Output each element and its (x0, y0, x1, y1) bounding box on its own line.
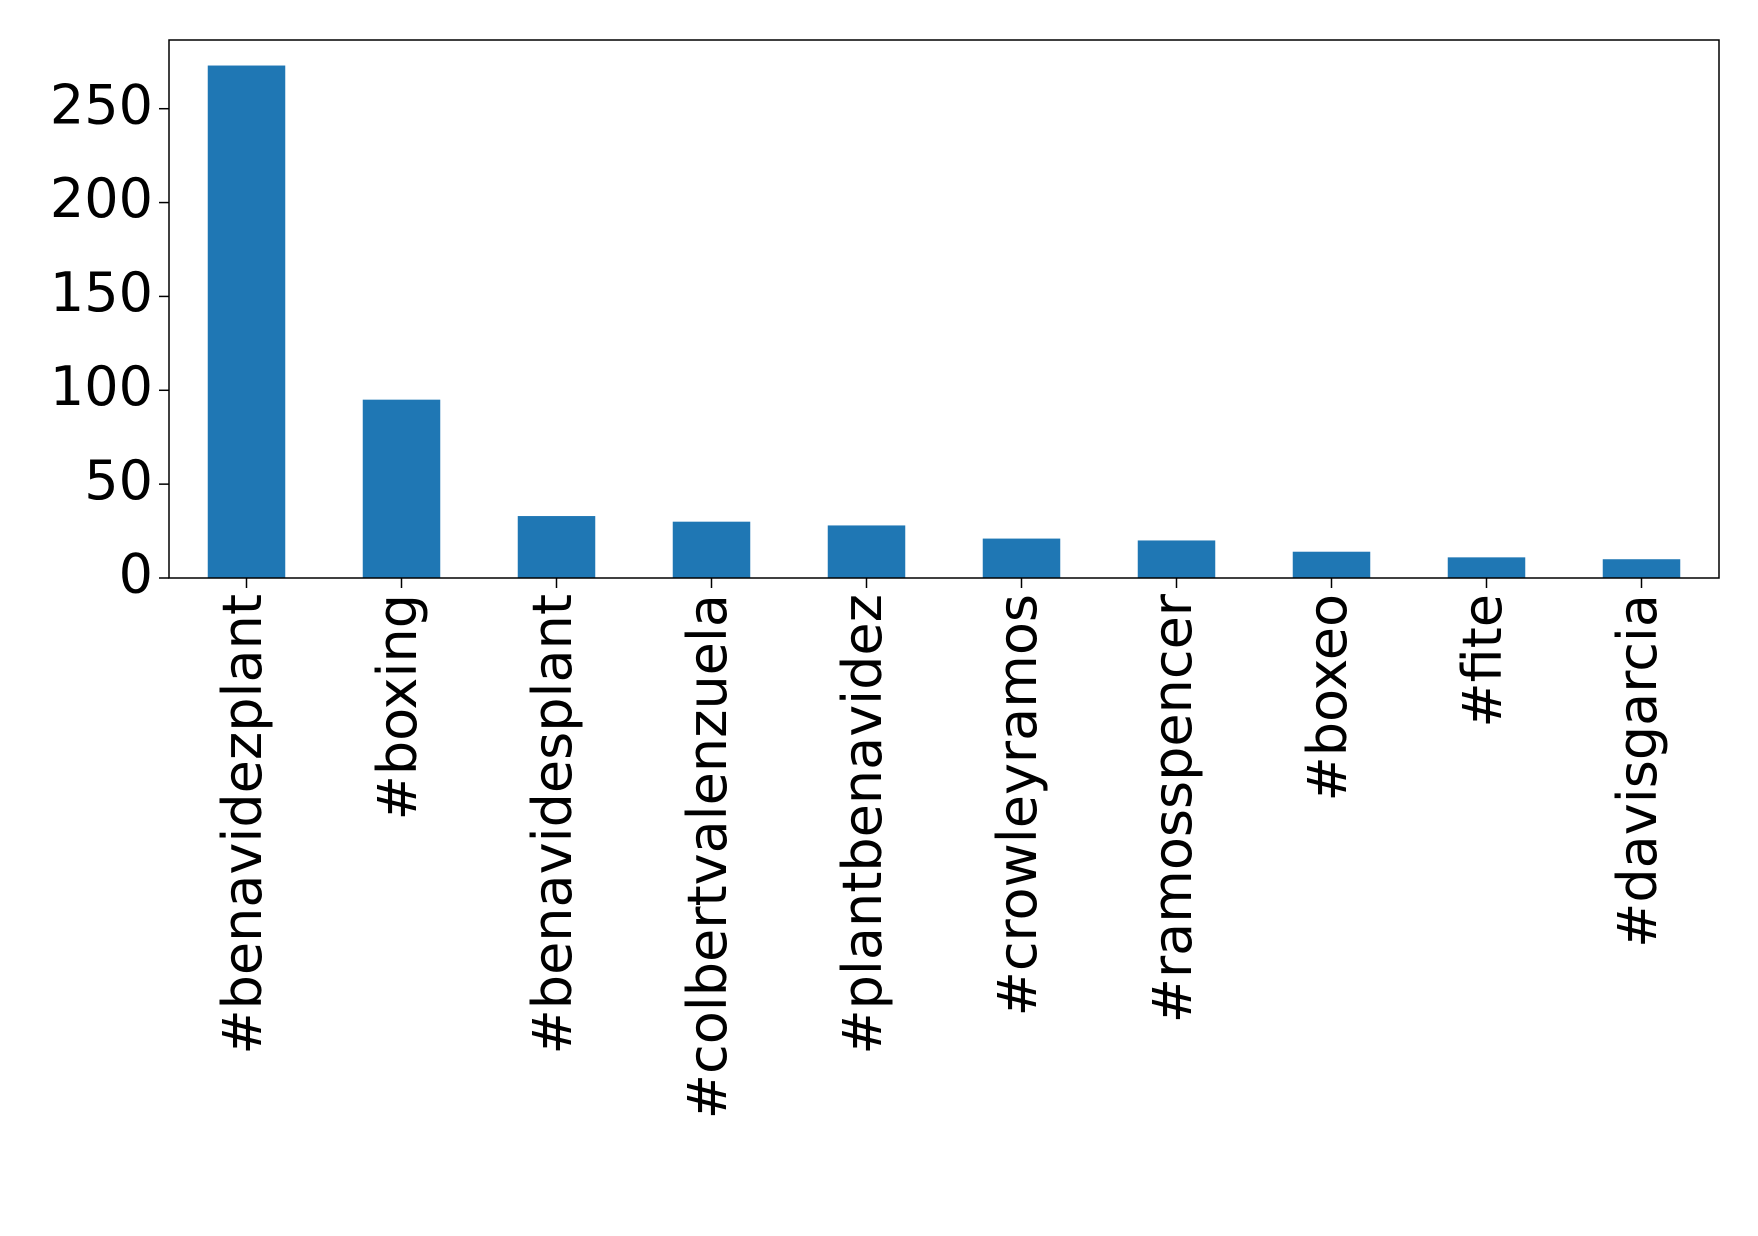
bar (827, 525, 906, 578)
bar (1292, 551, 1371, 578)
bar (517, 516, 596, 578)
x-tick-label: #plantbenavidez (831, 594, 894, 1055)
bar (1137, 540, 1216, 578)
bar (207, 65, 286, 578)
bar (362, 399, 441, 578)
bar (672, 521, 751, 578)
y-tick-label: 50 (84, 449, 153, 512)
x-tick-label: #fite (1451, 594, 1514, 728)
y-tick-label: 150 (50, 261, 153, 324)
x-tick-label: #colbertvalenzuela (676, 594, 739, 1119)
bar (1447, 557, 1526, 578)
x-tick-label: #crowleyramos (986, 594, 1049, 1016)
x-tick-label: #boxeo (1296, 594, 1359, 801)
bar (982, 538, 1061, 578)
bar (1602, 559, 1681, 578)
plot-frame (168, 39, 1720, 579)
y-tick-label: 100 (50, 355, 153, 418)
x-tick-label: #davisgarcia (1606, 594, 1669, 948)
y-tick-label: 0 (119, 543, 153, 606)
y-tick-label: 250 (50, 73, 153, 136)
x-tick-label: #ramosspencer (1141, 593, 1204, 1023)
x-tick-label: #benavidezplant (211, 594, 274, 1055)
x-tick-label: #boxing (366, 594, 429, 820)
x-tick-label: #benavidesplant (521, 594, 584, 1054)
y-tick-label: 200 (50, 167, 153, 230)
